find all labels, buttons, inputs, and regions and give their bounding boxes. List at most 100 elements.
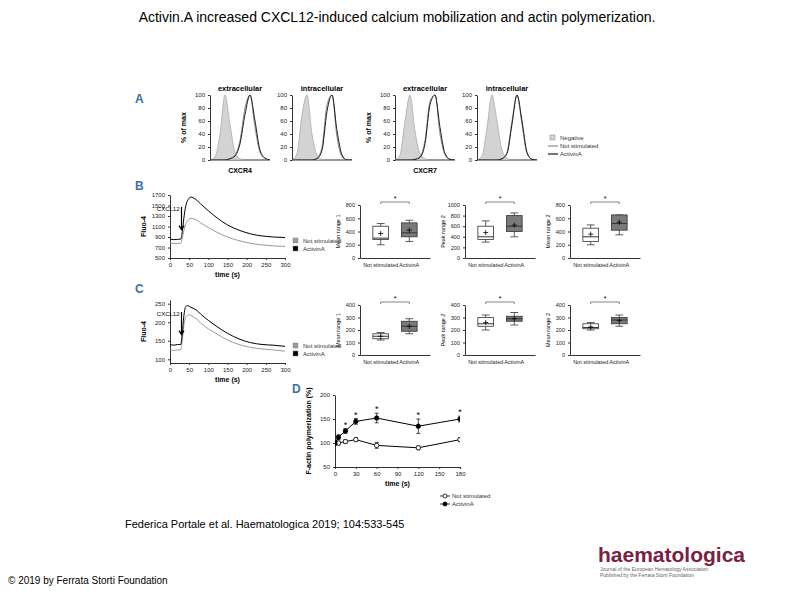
tick-label: 40 [280,131,287,137]
tick: 60 [383,118,395,124]
significance: * [375,404,379,414]
x-axis: Not stimulatedActivinA [361,355,431,365]
whisker-cap [405,220,413,221]
mean-marker [588,324,593,329]
whisker-cap [587,330,595,331]
legend-label: Not stimulated [560,143,598,149]
significance-bracket [381,202,410,204]
tick-label: ActivinA [399,262,419,268]
tick-mark [208,258,209,260]
tick-label: 100 [204,367,215,373]
significance: * [499,195,502,202]
box [401,321,417,331]
tick-label: 100 [277,92,288,98]
annotation: CXCL12 [157,206,180,212]
citation: Federica Portale et al. Haematologica 20… [125,518,404,530]
tick-label: 20 [465,144,472,150]
tick-mark [475,95,477,96]
tick-mark [463,258,465,259]
tick: 200 [242,363,253,373]
mean-marker [483,230,488,235]
tick-mark [189,258,190,260]
tick-label: 700 [155,245,166,251]
error-bar [343,440,347,444]
tick: 80 [198,105,210,111]
tick: 50 [186,258,193,268]
mean-marker [617,220,622,225]
tick-label: 600 [346,216,355,222]
y-axis-line [465,206,466,259]
tick-mark [358,305,360,306]
tick: 90 [395,467,402,477]
tick: 300 [451,315,465,321]
tick-mark [290,121,292,122]
tick-mark [290,160,292,161]
plot-marks [395,95,455,160]
tick: 100 [380,92,395,98]
tick: 60 [280,118,292,124]
plot-marks [292,95,352,160]
tick-label: 0 [352,352,355,358]
tick-label: 300 [280,367,291,373]
tick-label: 100 [451,340,460,346]
tick-mark [463,247,465,248]
line [395,95,455,160]
boxes [478,213,522,242]
whisker-cap [615,234,623,235]
box [478,226,494,239]
tick-label: 1700 [152,192,166,198]
tick-mark [358,218,360,219]
whisker-cap [587,224,595,225]
tick-mark [228,363,229,365]
y-axis: 0100200300400 [556,302,571,358]
box [611,215,627,230]
tick-label: 80 [198,105,205,111]
tick-mark [377,467,378,469]
tick-mark [568,205,570,206]
y-axis: 020406080100 [380,92,396,163]
tick-label: 30 [353,471,360,477]
box [611,318,627,324]
tick: 50 [186,363,193,373]
boxes [583,215,627,245]
tick-label: 400 [556,229,565,235]
y-axis: 020406080100 [195,92,211,163]
plot-marks [170,306,285,352]
x-axis-title: time (s) [385,480,410,488]
marker [354,419,358,423]
y-axis: 0200400600800 [346,202,361,261]
legend-label: ActivinA [560,151,582,157]
tick-label: 100 [556,340,565,346]
x-axis: Not stimulatedActivinA [571,258,641,268]
y-axis-title: Mean range 2 [545,313,551,347]
tick-mark [170,258,171,260]
tick-mark [168,237,170,238]
tick-mark [568,218,570,219]
tick-mark [290,95,292,96]
tick-label: 1000 [448,202,460,208]
tick: 0 [387,157,395,163]
tick-label: 200 [346,242,355,248]
legend-swatch [548,153,558,154]
tick: 40 [383,131,395,137]
tick: 0 [284,157,292,163]
marker [416,446,420,450]
x-axis-line [571,355,641,356]
marker [335,441,337,445]
boxes [478,313,522,331]
area [210,95,270,160]
marker [374,443,378,447]
tick: 800 [451,213,465,219]
y-axis-title: Peak range 2 [440,314,446,347]
box [506,216,522,232]
mean-marker [512,316,517,321]
tick-mark [170,363,171,365]
y-axis: 0100200300400 [451,302,466,358]
whisker-cap [587,322,595,323]
tick: 100 [556,340,570,346]
tick-mark [208,121,210,122]
tick-mark [568,245,570,246]
y-axis-title: Peak range 2 [440,215,446,248]
tick: 200 [155,320,170,326]
tick-mark [208,363,209,365]
